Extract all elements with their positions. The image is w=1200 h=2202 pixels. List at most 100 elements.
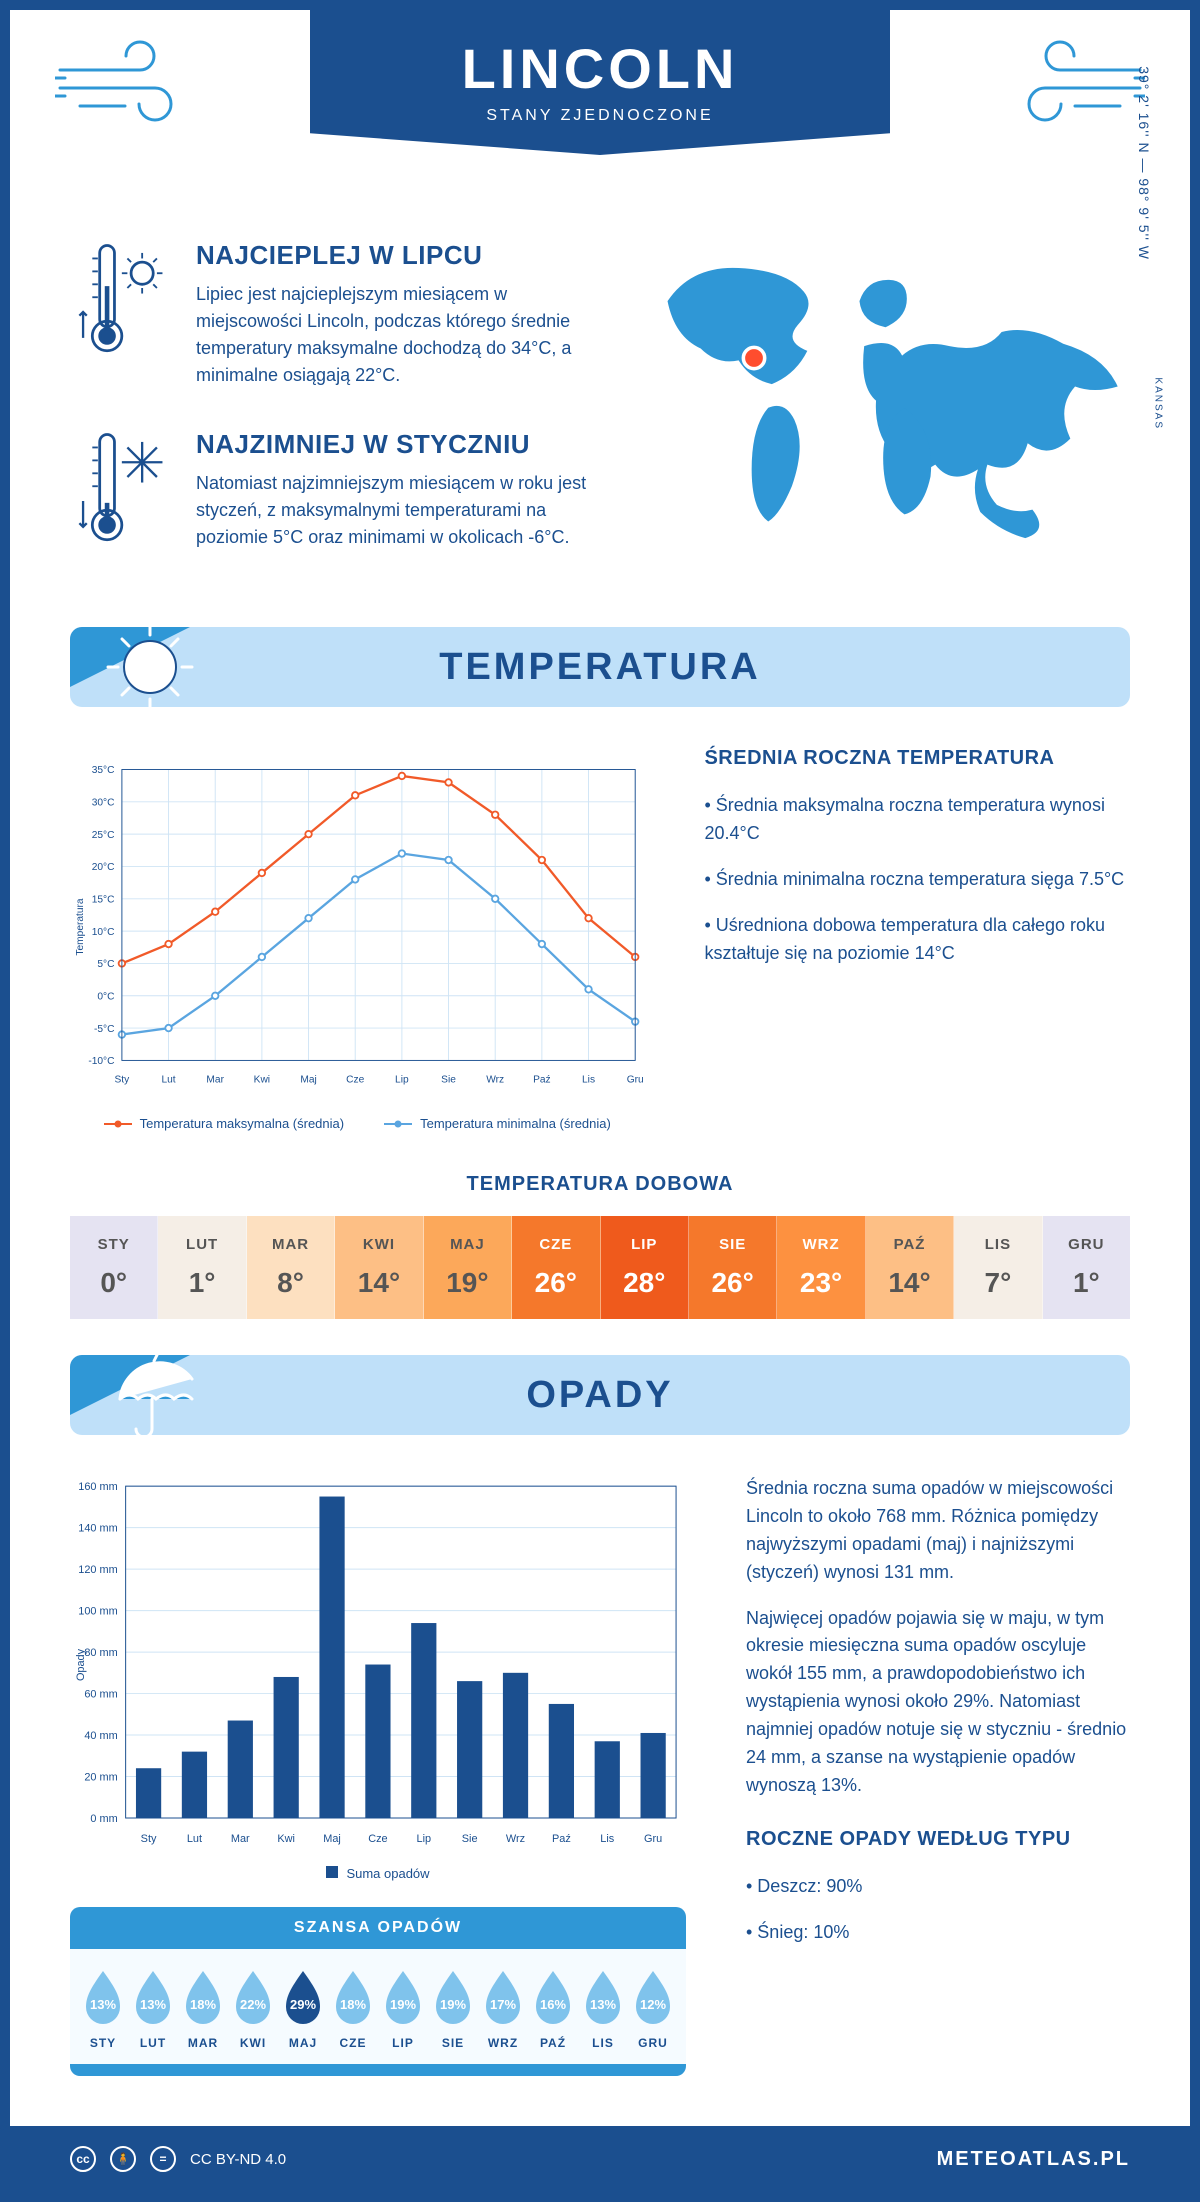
svg-text:10°C: 10°C xyxy=(92,927,115,938)
wind-icon xyxy=(55,40,195,146)
fact-hot-text: Lipiec jest najcieplejszym miesiącem w m… xyxy=(196,281,592,389)
svg-text:18%: 18% xyxy=(340,1997,366,2012)
svg-text:80 mm: 80 mm xyxy=(84,1647,117,1659)
site-name: METEOATLAS.PL xyxy=(937,2148,1130,2171)
heat-cell: WRZ23° xyxy=(777,1216,865,1319)
svg-text:13%: 13% xyxy=(90,1997,116,2012)
svg-text:17%: 17% xyxy=(490,1997,516,2012)
header: LINCOLN STANY ZJEDNOCZONE xyxy=(10,10,1190,210)
section-header-precipitation: OPADY xyxy=(70,1355,1130,1435)
svg-text:Sie: Sie xyxy=(462,1833,478,1845)
thermometer-cold-icon xyxy=(70,429,170,551)
svg-text:Lut: Lut xyxy=(161,1075,175,1086)
chance-drop: 18%CZE xyxy=(328,1967,378,2050)
by-icon: 🧍 xyxy=(110,2146,136,2172)
svg-text:Mar: Mar xyxy=(206,1075,224,1086)
svg-text:Kwi: Kwi xyxy=(254,1075,270,1086)
svg-text:Sty: Sty xyxy=(141,1833,157,1845)
title-ribbon: LINCOLN STANY ZJEDNOCZONE xyxy=(310,10,890,155)
heat-cell: STY0° xyxy=(70,1216,158,1319)
city-name: LINCOLN xyxy=(310,36,890,101)
fact-cold: NAJZIMNIEJ W STYCZNIU Natomiast najzimni… xyxy=(70,429,592,551)
heat-cell: CZE26° xyxy=(512,1216,600,1319)
precip-para-1: Średnia roczna suma opadów w miejscowośc… xyxy=(746,1475,1130,1587)
legend-max: Temperatura maksymalna (średnia) xyxy=(140,1116,344,1131)
bullet: • Deszcz: 90% xyxy=(746,1873,1130,1901)
precip-para-2: Najwięcej opadów pojawia się w maju, w t… xyxy=(746,1605,1130,1800)
svg-text:-5°C: -5°C xyxy=(94,1024,114,1035)
avg-temp-title: ŚREDNIA ROCZNA TEMPERATURA xyxy=(704,747,1130,770)
chance-drop: 13%STY xyxy=(78,1967,128,2050)
heat-cell: MAJ19° xyxy=(424,1216,512,1319)
svg-text:20°C: 20°C xyxy=(92,862,115,873)
bullet: • Śnieg: 10% xyxy=(746,1919,1130,1947)
svg-text:12%: 12% xyxy=(640,1997,666,2012)
heat-cell: GRU1° xyxy=(1043,1216,1130,1319)
chance-title: SZANSA OPADÓW xyxy=(70,1907,686,1949)
svg-text:60 mm: 60 mm xyxy=(84,1689,117,1701)
svg-text:15°C: 15°C xyxy=(92,894,115,905)
legend-min: Temperatura minimalna (średnia) xyxy=(420,1116,611,1131)
svg-text:Lut: Lut xyxy=(187,1833,202,1845)
svg-text:19%: 19% xyxy=(440,1997,466,2012)
svg-text:35°C: 35°C xyxy=(92,765,115,776)
svg-text:18%: 18% xyxy=(190,1997,216,2012)
svg-text:Maj: Maj xyxy=(323,1833,341,1845)
heat-cell: LUT1° xyxy=(158,1216,246,1319)
heat-cell: PAŹ14° xyxy=(866,1216,954,1319)
fact-hot: NAJCIEPLEJ W LIPCU Lipiec jest najcieple… xyxy=(70,240,592,389)
svg-text:20 mm: 20 mm xyxy=(84,1772,117,1784)
chance-drop: 13%LUT xyxy=(128,1967,178,2050)
svg-text:Gru: Gru xyxy=(644,1833,662,1845)
svg-text:Wrz: Wrz xyxy=(486,1075,504,1086)
precipitation-chance-panel: SZANSA OPADÓW 13%STY13%LUT18%MAR22%KWI 29… xyxy=(70,1907,686,2076)
svg-text:Kwi: Kwi xyxy=(277,1833,295,1845)
thermometer-hot-icon xyxy=(70,240,170,389)
svg-text:0 mm: 0 mm xyxy=(90,1813,117,1825)
svg-text:Lip: Lip xyxy=(417,1833,432,1845)
daily-temp-title: TEMPERATURA DOBOWA xyxy=(70,1173,1130,1196)
daily-temp-heatmap: STY0°LUT1°MAR8°KWI14°MAJ19°CZE26°LIP28°S… xyxy=(70,1216,1130,1319)
section-title: OPADY xyxy=(526,1374,673,1417)
svg-text:Paź: Paź xyxy=(533,1075,551,1086)
cc-icon: cc xyxy=(70,2146,96,2172)
bullet: • Średnia maksymalna roczna temperatura … xyxy=(704,792,1130,848)
nd-icon: = xyxy=(150,2146,176,2172)
fact-cold-text: Natomiast najzimniejszym miesiącem w rok… xyxy=(196,470,592,551)
precipitation-bar-chart: Opady0 mm20 mm40 mm60 mm80 mm100 mm120 m… xyxy=(70,1475,686,1855)
svg-text:Paź: Paź xyxy=(552,1833,571,1845)
chance-drop: 13%LIS xyxy=(578,1967,628,2050)
svg-text:Cze: Cze xyxy=(368,1833,387,1845)
svg-text:Mar: Mar xyxy=(231,1833,250,1845)
svg-text:Lip: Lip xyxy=(395,1075,409,1086)
heat-cell: LIP28° xyxy=(601,1216,689,1319)
chance-drop: 22%KWI xyxy=(228,1967,278,2050)
bullet: • Średnia minimalna roczna temperatura s… xyxy=(704,866,1130,894)
svg-text:Gru: Gru xyxy=(627,1075,644,1086)
svg-text:29%: 29% xyxy=(290,1997,316,2012)
svg-text:Cze: Cze xyxy=(346,1075,364,1086)
chance-drop: 18%MAR xyxy=(178,1967,228,2050)
section-header-temperature: TEMPERATURA xyxy=(70,627,1130,707)
chance-drop: 16%PAŹ xyxy=(528,1967,578,2050)
svg-text:Temperatura: Temperatura xyxy=(75,898,86,956)
coordinates-text: 39° 2' 16'' N — 98° 9' 5'' W xyxy=(1136,66,1152,260)
svg-text:13%: 13% xyxy=(590,1997,616,2012)
heat-cell: MAR8° xyxy=(247,1216,335,1319)
temperature-line-chart: Temperatura-10°C-5°C0°C5°C10°C15°C20°C25… xyxy=(70,747,644,1107)
license-text: CC BY-ND 4.0 xyxy=(190,2151,286,2168)
footer: cc 🧍 = CC BY-ND 4.0 METEOATLAS.PL xyxy=(10,2126,1190,2192)
svg-text:25°C: 25°C xyxy=(92,830,115,841)
chart-legend: Temperatura maksymalna (średnia) Tempera… xyxy=(70,1116,644,1131)
umbrella-icon xyxy=(100,1345,200,1445)
location-marker-icon xyxy=(744,347,765,368)
svg-text:Wrz: Wrz xyxy=(506,1833,525,1845)
bar-legend: Suma opadów xyxy=(70,1866,686,1881)
svg-text:40 mm: 40 mm xyxy=(84,1730,117,1742)
svg-text:Lis: Lis xyxy=(582,1075,595,1086)
svg-text:160 mm: 160 mm xyxy=(78,1481,117,1493)
section-title: TEMPERATURA xyxy=(439,646,761,689)
heat-cell: KWI14° xyxy=(335,1216,423,1319)
svg-text:Maj: Maj xyxy=(300,1075,316,1086)
sun-icon xyxy=(100,617,200,717)
